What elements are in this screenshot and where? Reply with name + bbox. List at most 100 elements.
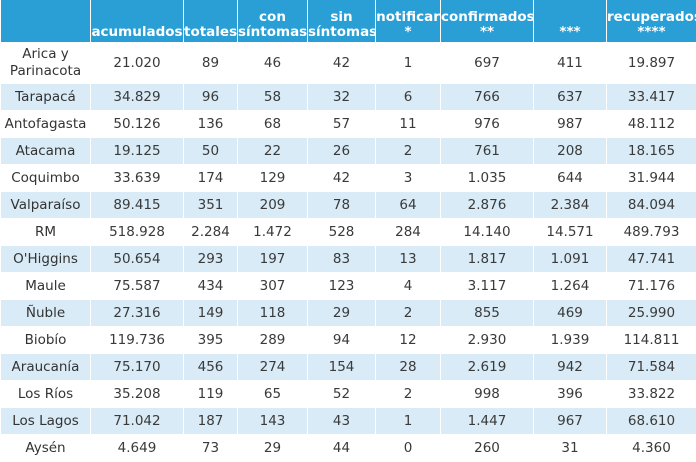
cell-value: 33.822	[628, 386, 675, 402]
value-cell: 89.415	[91, 192, 184, 219]
value-cell: 13	[376, 246, 441, 273]
cell-value: 2.384	[551, 197, 590, 213]
value-cell: 149	[184, 300, 238, 327]
cell-value: 50.654	[113, 251, 160, 267]
cell-value: 118	[260, 305, 286, 321]
value-cell: 57	[308, 111, 376, 138]
value-cell: 396	[534, 381, 607, 408]
region-name-cell: Valparaíso	[1, 192, 91, 219]
value-cell: 197	[238, 246, 308, 273]
region-name-cell: Araucanía	[1, 354, 91, 381]
value-cell: 119.736	[91, 327, 184, 354]
value-cell: 89	[184, 43, 238, 84]
value-cell: 94	[308, 327, 376, 354]
value-cell: 967	[534, 408, 607, 435]
value-cell: 35.208	[91, 381, 184, 408]
value-cell: 48.112	[607, 111, 696, 138]
value-cell: 33.822	[607, 381, 696, 408]
cell-value: 12	[399, 332, 416, 348]
value-cell: 998	[441, 381, 534, 408]
value-cell: 289	[238, 327, 308, 354]
cell-value: 119	[198, 386, 224, 402]
cell-value: 3.117	[468, 278, 507, 294]
region-name: Tarapacá	[15, 89, 76, 105]
value-cell: 136	[184, 111, 238, 138]
cell-value: 209	[260, 197, 286, 213]
value-cell: 71.584	[607, 354, 696, 381]
region-name-cell: Maule	[1, 273, 91, 300]
cell-value: 967	[557, 413, 583, 429]
value-cell: 114.811	[607, 327, 696, 354]
cell-value: 47.741	[628, 251, 675, 267]
region-name: Araucanía	[12, 359, 80, 375]
value-cell: 260	[441, 435, 534, 462]
value-cell: 33.417	[607, 84, 696, 111]
value-cell: 1.035	[441, 165, 534, 192]
value-cell: 52	[308, 381, 376, 408]
cell-value: 998	[474, 386, 500, 402]
value-cell: 293	[184, 246, 238, 273]
cell-value: 289	[260, 332, 286, 348]
cell-value: 57	[333, 116, 350, 132]
value-cell: 2.876	[441, 192, 534, 219]
value-cell: 1.091	[534, 246, 607, 273]
cell-value: 71.176	[628, 278, 675, 294]
cell-value: 411	[557, 55, 583, 72]
cell-value: 3	[404, 170, 413, 186]
cell-value: 4	[404, 278, 413, 294]
cell-value: 89	[202, 55, 219, 72]
cell-value: 13	[399, 251, 416, 267]
value-cell: 2.930	[441, 327, 534, 354]
value-cell: 208	[534, 138, 607, 165]
value-cell: 351	[184, 192, 238, 219]
region-name: Coquimbo	[11, 170, 80, 186]
cell-value: 987	[557, 116, 583, 132]
cell-value: 34.829	[113, 89, 160, 105]
value-cell: 96	[184, 84, 238, 111]
value-cell: 644	[534, 165, 607, 192]
region-name: Valparaíso	[11, 197, 81, 213]
header-cell-triple-asterisk: ***	[534, 0, 607, 43]
region-name: Maule	[25, 278, 66, 294]
region-name: Los Lagos	[12, 413, 79, 429]
cell-value: 143	[260, 413, 286, 429]
cell-value: 469	[557, 305, 583, 321]
region-name-cell: Tarapacá	[1, 84, 91, 111]
region-name-cell: Arica y Parinacota	[1, 43, 91, 84]
value-cell: 25.990	[607, 300, 696, 327]
value-cell: 518.928	[91, 219, 184, 246]
region-name: Arica y Parinacota	[10, 46, 81, 80]
value-cell: 0	[376, 435, 441, 462]
cell-value: 2.930	[468, 332, 507, 348]
region-name: Antofagasta	[5, 116, 87, 132]
cell-value: 284	[395, 224, 421, 240]
cell-value: 489.793	[624, 224, 680, 240]
cell-value: 29	[333, 305, 350, 321]
cell-value: 14.140	[463, 224, 510, 240]
cell-value: 528	[329, 224, 355, 240]
cell-value: 42	[333, 170, 350, 186]
value-cell: 29	[308, 300, 376, 327]
value-cell: 637	[534, 84, 607, 111]
value-cell: 14.140	[441, 219, 534, 246]
value-cell: 761	[441, 138, 534, 165]
value-cell: 50.126	[91, 111, 184, 138]
value-cell: 154	[308, 354, 376, 381]
cell-value: 64	[399, 197, 416, 213]
cell-value: 697	[474, 55, 500, 72]
value-cell: 456	[184, 354, 238, 381]
cell-value: 174	[198, 170, 224, 186]
region-name: Ñuble	[26, 305, 65, 321]
cell-value: 25.990	[628, 305, 675, 321]
header-cell-totales: totales	[184, 0, 238, 43]
value-cell: 1	[376, 408, 441, 435]
